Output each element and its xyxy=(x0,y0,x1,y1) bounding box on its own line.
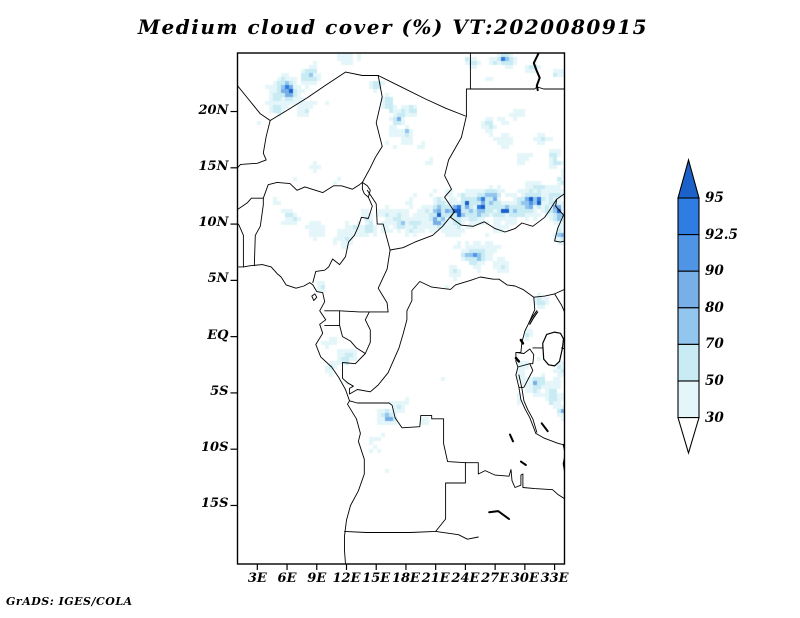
x-tick-label-18E: 18E xyxy=(391,571,420,586)
y-tick-label-5N: 5N xyxy=(207,271,229,287)
colorbar-arrow-top xyxy=(677,157,700,199)
colorbar-label-30: 30 xyxy=(705,409,724,426)
x-tick-label-6E: 6E xyxy=(277,571,297,586)
y-tick-label-15N: 15N xyxy=(198,158,229,174)
x-tick-label-9E: 9E xyxy=(307,571,327,586)
x-tick-label-15E: 15E xyxy=(362,571,391,586)
x-tick-label-12E: 12E xyxy=(332,571,361,586)
x-tick-label-24E: 24E xyxy=(451,571,480,586)
cloud-shading-layer xyxy=(237,53,564,564)
colorbar-segment xyxy=(677,380,700,419)
y-tick-label-20N: 20N xyxy=(198,102,229,118)
colorbar-label-80: 80 xyxy=(705,299,724,316)
y-tick-label-5S: 5S xyxy=(210,383,229,399)
grads-credit: GrADS: IGES/COLA xyxy=(6,595,133,608)
y-tick-label-15S: 15S xyxy=(201,496,229,512)
chart-title: Medium cloud cover (%) VT:2020080915 xyxy=(137,15,649,39)
colorbar-segment xyxy=(677,234,700,272)
y-tick-label-EQ: EQ xyxy=(207,327,229,343)
colorbar-segment xyxy=(677,343,700,382)
colorbar-label-50: 50 xyxy=(705,373,724,389)
y-tick-label-10N: 10N xyxy=(198,215,229,231)
x-tick-label-21E: 21E xyxy=(421,571,450,586)
colorbar-label-90: 90 xyxy=(705,263,724,280)
colorbar-segment xyxy=(677,307,700,345)
colorbar xyxy=(677,157,700,455)
colorbar-label-70: 70 xyxy=(705,336,724,353)
x-tick-label-27E: 27E xyxy=(481,571,510,586)
colorbar-arrow-bottom xyxy=(677,417,700,455)
colorbar-label-95: 95 xyxy=(705,190,724,206)
colorbar-segment xyxy=(677,197,700,236)
y-tick-label-10S: 10S xyxy=(201,440,229,456)
x-tick-label-3E: 3E xyxy=(247,571,267,586)
colorbar-segment xyxy=(677,270,700,309)
colorbar-label-92.5: 92.5 xyxy=(705,226,738,243)
x-tick-label-33E: 33E xyxy=(540,571,569,586)
x-tick-label-30E: 30E xyxy=(510,571,539,586)
